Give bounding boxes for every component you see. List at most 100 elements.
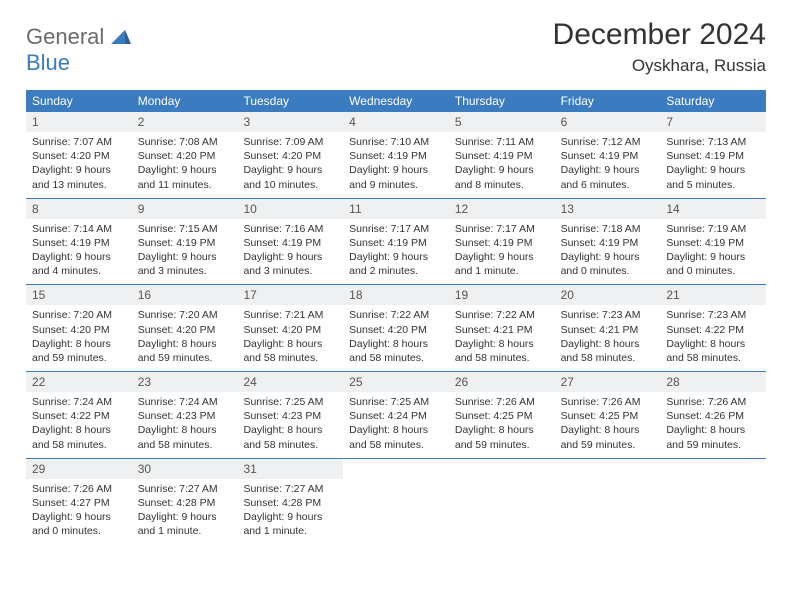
daylight-line: and 58 minutes. [561,351,655,365]
daylight-line: Daylight: 9 hours [138,163,232,177]
sunset-line: Sunset: 4:23 PM [243,409,337,423]
daylight-line: and 58 minutes. [666,351,760,365]
day-body: Sunrise: 7:22 AMSunset: 4:21 PMDaylight:… [449,305,555,371]
day-number: 23 [132,372,238,392]
daylight-line: Daylight: 9 hours [561,250,655,264]
sunrise-line: Sunrise: 7:14 AM [32,222,126,236]
logo-text: General Blue [26,24,131,76]
day-number: 17 [237,285,343,305]
day-body: Sunrise: 7:23 AMSunset: 4:22 PMDaylight:… [660,305,766,371]
sunrise-line: Sunrise: 7:11 AM [455,135,549,149]
day-number: 1 [26,112,132,132]
sunrise-line: Sunrise: 7:23 AM [666,308,760,322]
day-body: Sunrise: 7:23 AMSunset: 4:21 PMDaylight:… [555,305,661,371]
calendar-cell: 28Sunrise: 7:26 AMSunset: 4:26 PMDayligh… [660,372,766,458]
daylight-line: Daylight: 9 hours [349,250,443,264]
day-body: Sunrise: 7:24 AMSunset: 4:22 PMDaylight:… [26,392,132,458]
calendar-cell: 22Sunrise: 7:24 AMSunset: 4:22 PMDayligh… [26,372,132,458]
sunrise-line: Sunrise: 7:24 AM [32,395,126,409]
sunrise-line: Sunrise: 7:09 AM [243,135,337,149]
daylight-line: and 2 minutes. [349,264,443,278]
calendar-cell: 1Sunrise: 7:07 AMSunset: 4:20 PMDaylight… [26,112,132,198]
dow-header: Sunday Monday Tuesday Wednesday Thursday… [26,90,766,112]
daylight-line: and 58 minutes. [32,438,126,452]
sunset-line: Sunset: 4:20 PM [138,149,232,163]
daylight-line: Daylight: 9 hours [561,163,655,177]
sunrise-line: Sunrise: 7:26 AM [561,395,655,409]
daylight-line: and 1 minute. [138,524,232,538]
sunrise-line: Sunrise: 7:24 AM [138,395,232,409]
daylight-line: Daylight: 8 hours [561,337,655,351]
day-number: 7 [660,112,766,132]
daylight-line: and 0 minutes. [561,264,655,278]
day-number: 15 [26,285,132,305]
daylight-line: and 59 minutes. [666,438,760,452]
daylight-line: Daylight: 8 hours [243,337,337,351]
calendar-cell: 7Sunrise: 7:13 AMSunset: 4:19 PMDaylight… [660,112,766,198]
calendar-cell: 30Sunrise: 7:27 AMSunset: 4:28 PMDayligh… [132,459,238,545]
daylight-line: Daylight: 9 hours [243,510,337,524]
day-body: Sunrise: 7:17 AMSunset: 4:19 PMDaylight:… [343,219,449,285]
sunset-line: Sunset: 4:20 PM [243,323,337,337]
dow-thursday: Thursday [449,90,555,112]
page-title: December 2024 [553,18,766,52]
daylight-line: and 58 minutes. [349,351,443,365]
daylight-line: Daylight: 9 hours [455,250,549,264]
header-right: December 2024 Oyskhara, Russia [553,18,766,76]
header-row: General Blue December 2024 Oyskhara, Rus… [26,18,766,76]
calendar-cell: 17 Sunrise: 7:21 AMSunset: 4:20 PMDayligh… [237,285,343,371]
calendar-cell: 8Sunrise: 7:14 AMSunset: 4:19 PMDaylight… [26,199,132,285]
day-number: 12 [449,199,555,219]
daylight-line: and 58 minutes. [455,351,549,365]
day-body: Sunrise: 7:25 AMSunset: 4:23 PMDaylight:… [237,392,343,458]
daylight-line: Daylight: 9 hours [32,163,126,177]
calendar-cell: 25Sunrise: 7:25 AMSunset: 4:24 PMDayligh… [343,372,449,458]
day-number: 19 [449,285,555,305]
sunset-line: Sunset: 4:19 PM [666,236,760,250]
sunrise-line: Sunrise: 7:21 AM [243,308,337,322]
daylight-line: and 1 minute. [243,524,337,538]
calendar-cell: 16Sunrise: 7:20 AMSunset: 4:20 PMDayligh… [132,285,238,371]
calendar-cell: 14Sunrise: 7:19 AMSunset: 4:19 PMDayligh… [660,199,766,285]
sunrise-line: Sunrise: 7:08 AM [138,135,232,149]
calendar-cell: 15Sunrise: 7:20 AMSunset: 4:20 PMDayligh… [26,285,132,371]
daylight-line: Daylight: 9 hours [138,510,232,524]
day-body: Sunrise: 7:13 AMSunset: 4:19 PMDaylight:… [660,132,766,198]
day-body: Sunrise: 7:24 AMSunset: 4:23 PMDaylight:… [132,392,238,458]
calendar-cell: 20Sunrise: 7:23 AMSunset: 4:21 PMDayligh… [555,285,661,371]
daylight-line: and 58 minutes. [349,438,443,452]
calendar-cell: 19Sunrise: 7:22 AMSunset: 4:21 PMDayligh… [449,285,555,371]
daylight-line: and 3 minutes. [243,264,337,278]
dow-friday: Friday [555,90,661,112]
daylight-line: and 6 minutes. [561,178,655,192]
dow-sunday: Sunday [26,90,132,112]
day-number: 20 [555,285,661,305]
brand-part1: General [26,24,104,49]
sunrise-line: Sunrise: 7:18 AM [561,222,655,236]
sunrise-line: Sunrise: 7:20 AM [32,308,126,322]
sunset-line: Sunset: 4:19 PM [349,236,443,250]
day-body: Sunrise: 7:20 AMSunset: 4:20 PMDaylight:… [26,305,132,371]
daylight-line: Daylight: 8 hours [32,423,126,437]
calendar-week: 29Sunrise: 7:26 AMSunset: 4:27 PMDayligh… [26,459,766,545]
day-body: Sunrise: 7:08 AMSunset: 4:20 PMDaylight:… [132,132,238,198]
day-body: Sunrise: 7:26 AMSunset: 4:25 PMDaylight:… [555,392,661,458]
calendar-cell [449,459,555,545]
calendar-cell: 31Sunrise: 7:27 AMSunset: 4:28 PMDayligh… [237,459,343,545]
daylight-line: Daylight: 9 hours [243,163,337,177]
sunset-line: Sunset: 4:27 PM [32,496,126,510]
calendar-cell: 23Sunrise: 7:24 AMSunset: 4:23 PMDayligh… [132,372,238,458]
daylight-line: and 59 minutes. [561,438,655,452]
day-number: 3 [237,112,343,132]
day-number: 25 [343,372,449,392]
daylight-line: and 3 minutes. [138,264,232,278]
sunrise-line: Sunrise: 7:26 AM [32,482,126,496]
day-body: Sunrise: 7:07 AMSunset: 4:20 PMDaylight:… [26,132,132,198]
sunrise-line: Sunrise: 7:12 AM [561,135,655,149]
sunset-line: Sunset: 4:21 PM [455,323,549,337]
sunset-line: Sunset: 4:20 PM [243,149,337,163]
daylight-line: and 5 minutes. [666,178,760,192]
calendar-grid: Sunday Monday Tuesday Wednesday Thursday… [26,90,766,544]
day-body: Sunrise: 7:20 AMSunset: 4:20 PMDaylight:… [132,305,238,371]
dow-wednesday: Wednesday [343,90,449,112]
